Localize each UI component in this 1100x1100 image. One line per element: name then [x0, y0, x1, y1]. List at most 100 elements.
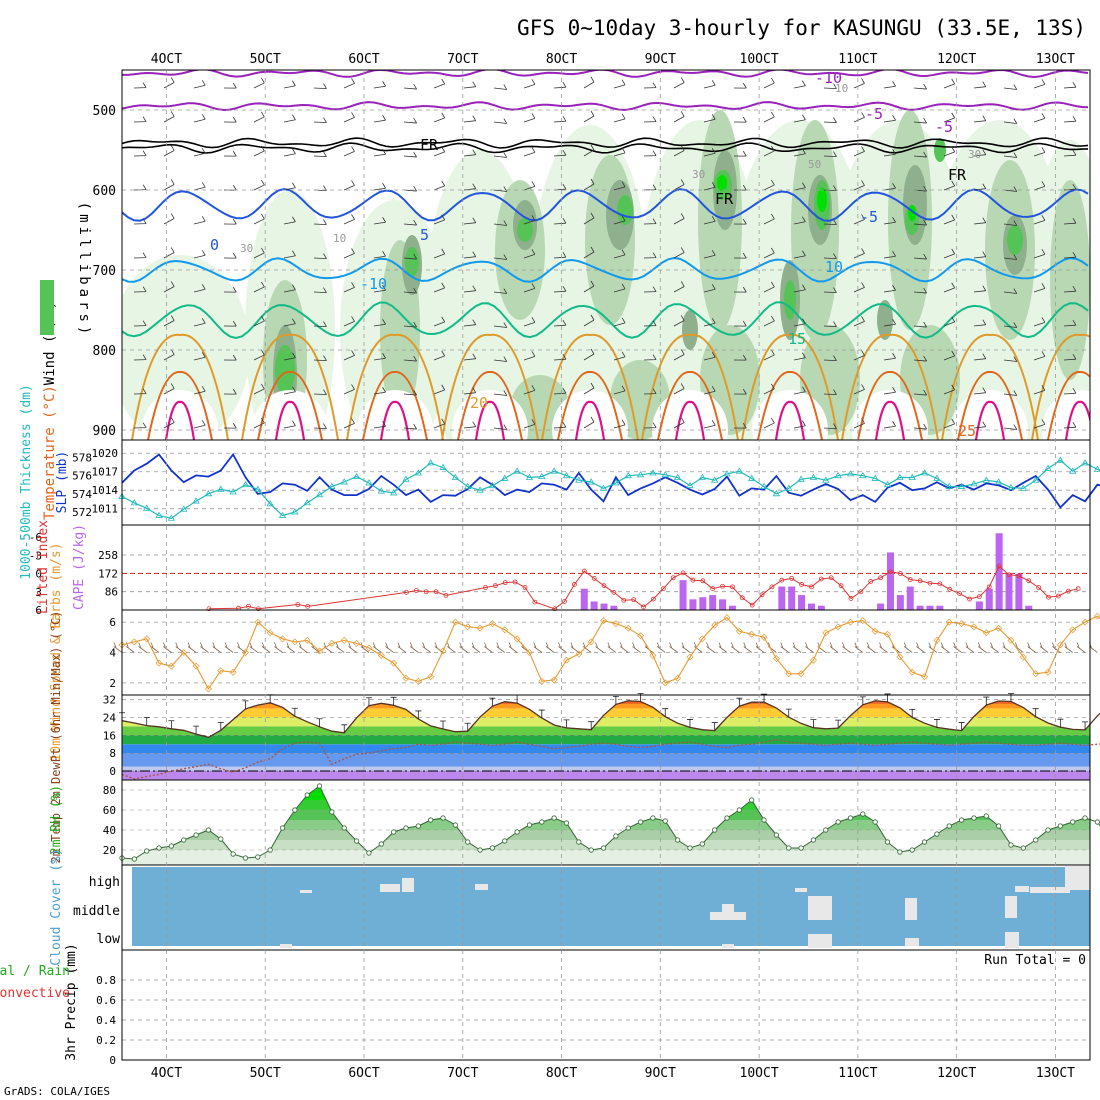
slp-tick-label: 1014: [92, 484, 119, 497]
precip-tick-label: 0.6: [96, 994, 116, 1007]
temp-contour-label: 25: [958, 422, 976, 440]
cape-tick-label: 86: [105, 586, 118, 599]
temp-minmax-bar: [1057, 718, 1064, 728]
wind-barb: [403, 151, 417, 158]
temperature-panel: 0 8 16 24 32: [103, 693, 1100, 780]
rh-marker: [391, 829, 397, 835]
wind-barb: [493, 220, 508, 226]
rh-marker: [242, 855, 249, 861]
legend-total-rain: Total / Rain: [0, 964, 70, 979]
wind-barb: [403, 321, 417, 328]
rh-green-core: [934, 138, 946, 162]
cloud-patch: [475, 884, 488, 890]
temp-bands: [122, 700, 1090, 780]
rh-marker: [625, 825, 631, 831]
lifted-index-marker: [670, 575, 676, 581]
wind-barb: [973, 183, 987, 191]
thickness-marker: [315, 490, 324, 498]
wind-barb: [133, 286, 147, 293]
thickness-marker: [1007, 483, 1015, 490]
lifted-index-marker: [483, 585, 488, 590]
temp-contour-10: [122, 256, 1089, 283]
temp-tick-label: 8: [109, 747, 116, 760]
wind-barb: [913, 423, 927, 430]
cape-bar: [709, 595, 717, 610]
temp-contour-minus5: [122, 101, 1089, 112]
pressure-tick-label: 600: [93, 184, 116, 199]
date-tick-bottom: 12OCT: [937, 1066, 976, 1081]
temp-minmax-bar: [612, 695, 619, 705]
wind-barb: [133, 252, 147, 259]
cloud-layer-label: middle: [73, 904, 120, 919]
temp-color-band: [122, 766, 1090, 772]
wind-barb: [553, 115, 567, 123]
wind-speed-marker: [723, 614, 731, 622]
wind-barb: [643, 150, 657, 157]
wind-barb: [343, 384, 355, 395]
wind-barb: [493, 118, 508, 124]
thickness-marker: [772, 490, 781, 497]
thickness-marker: [834, 471, 842, 479]
temp-tick-label: 16: [103, 729, 116, 742]
thickness-marker: [451, 473, 460, 480]
wind-barb: [703, 114, 716, 123]
lifted-index-marker: [1075, 586, 1081, 592]
temp-contour-25: [857, 371, 923, 440]
thickness-marker: [464, 482, 472, 489]
wind-barb: [733, 82, 747, 89]
temp-contour-30: [1064, 400, 1090, 440]
wind-barb: [943, 214, 956, 225]
thickness-marker: [352, 472, 361, 480]
wind-speed-marker: [970, 623, 978, 631]
date-tick-top: 11OCT: [838, 52, 877, 67]
thickness-marker: [649, 469, 657, 476]
temp-contour-20: [241, 333, 339, 440]
wind-barb-10m: [274, 642, 283, 653]
thickness-marker: [920, 469, 929, 476]
wind-barb: [523, 385, 536, 395]
lifted-index-marker: [492, 583, 498, 589]
wind-barb: [643, 388, 657, 395]
wind-barb: [733, 286, 747, 293]
thickness-marker: [192, 497, 200, 504]
wind-barb-10m: [113, 642, 123, 653]
cape-bar: [936, 605, 944, 610]
wind-barb-10m: [409, 642, 419, 653]
lifted-index-marker: [967, 596, 972, 602]
wind-barb: [973, 115, 987, 123]
wind-speed-marker: [711, 621, 719, 629]
wind-barb-10m: [175, 642, 184, 653]
temp-contour-20: [841, 333, 939, 440]
temp-contour-label: -5: [935, 118, 953, 136]
cape-bar: [600, 603, 608, 610]
wind-barb: [283, 352, 296, 361]
thickness-marker: [982, 476, 990, 483]
thickness-marker: [550, 467, 558, 474]
cloud-patch: [402, 878, 414, 892]
wind-barb: [553, 81, 567, 89]
rh-green-core: [405, 247, 419, 277]
rh-marker: [168, 843, 174, 849]
thickness-marker: [513, 467, 521, 474]
cape-bar: [906, 586, 914, 610]
wind-barb: [283, 250, 296, 259]
wind-tick-label: 4: [109, 647, 116, 660]
ylabel-cloud: Cloud Cover (%): [49, 848, 64, 965]
rh-green-core: [1007, 225, 1023, 255]
rh-marker: [872, 819, 878, 825]
wind-barb: [223, 252, 237, 259]
wind-barb: [493, 288, 508, 294]
lifted-index-marker: [404, 589, 409, 595]
lifted-index-marker: [957, 591, 963, 596]
date-tick-top: 12OCT: [937, 52, 976, 67]
wind-speed-marker: [674, 674, 682, 682]
temp-contour-label: FR: [948, 166, 967, 184]
wind-barb: [373, 149, 386, 157]
wind-barb-10m: [496, 642, 505, 653]
wind-tick-label: 6: [109, 616, 116, 629]
thickness-marker: [710, 476, 719, 483]
wind-barb: [583, 280, 595, 293]
rh-marker: [897, 849, 903, 855]
lifted-index-marker: [532, 599, 538, 605]
rh-marker: [983, 813, 989, 819]
